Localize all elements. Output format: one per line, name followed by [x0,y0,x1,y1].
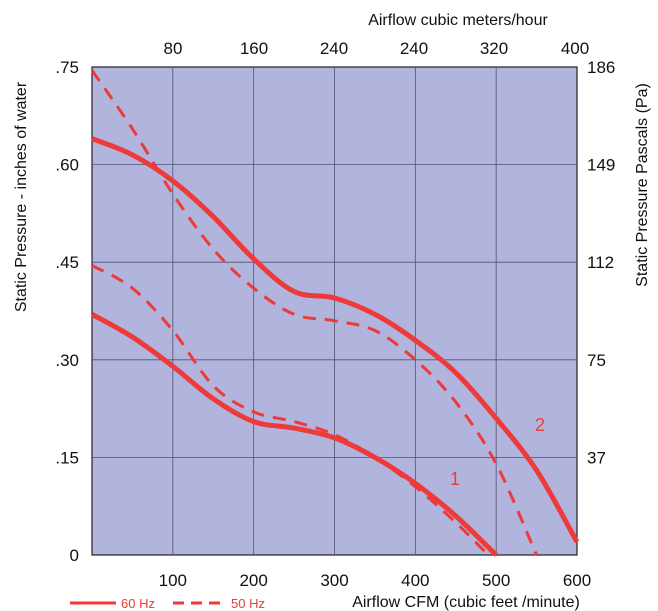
legend: 60 Hz 50 Hz [70,596,265,611]
x-tick-label: 500 [482,571,510,590]
top-axis-title: Airflow cubic meters/hour [368,12,548,29]
x-tick-label: 400 [401,571,429,590]
y-right-tick-label: 75 [587,351,606,370]
curve-label-2: 2 [535,415,545,435]
top-tick-label: 160 [240,39,268,58]
curve-1-50hz-line [91,264,490,557]
y-axis-title: Static Pressure - inches of water [13,81,30,312]
top-tick-label: 320 [480,39,508,58]
legend-label-60hz: 60 Hz [121,596,155,611]
y-axis-right-title: Static Pressure Pascals (Pa) [634,83,651,287]
top-tick-label: 400 [561,39,589,58]
x-tick-label: 100 [159,571,187,590]
x-tick-label: 600 [563,571,591,590]
curves [90,69,580,557]
y-tick-label: .60 [55,156,79,175]
tick-labels: 100 200 300 400 500 600 80 160 240 240 320 400 .75 .6… [55,39,615,590]
curve-2-60hz-line [91,136,580,544]
curve-label-1: 1 [450,469,460,489]
y-right-tick-label: 112 [587,253,614,272]
x-axis-title: Airflow CFM (cubic feet /minute) [352,594,580,611]
gridlines [92,67,577,555]
curve-2-50hz-line [90,69,538,556]
x-tick-label: 200 [239,571,267,590]
legend-label-50hz: 50 Hz [231,596,265,611]
top-tick-label: 240 [400,39,428,58]
y-tick-label: .45 [55,253,79,272]
y-tick-label: .15 [55,448,79,467]
curve-1-60hz-line [90,312,498,557]
y-right-tick-label: 186 [587,58,615,77]
y-tick-label: 0 [70,546,79,565]
x-tick-label: 300 [320,571,348,590]
y-right-tick-label: 149 [587,156,615,175]
y-right-tick-label: 37 [587,448,606,467]
top-tick-label: 80 [164,39,183,58]
top-tick-label: 240 [320,39,348,58]
y-tick-label: .75 [55,58,79,77]
y-tick-label: .30 [55,351,79,370]
